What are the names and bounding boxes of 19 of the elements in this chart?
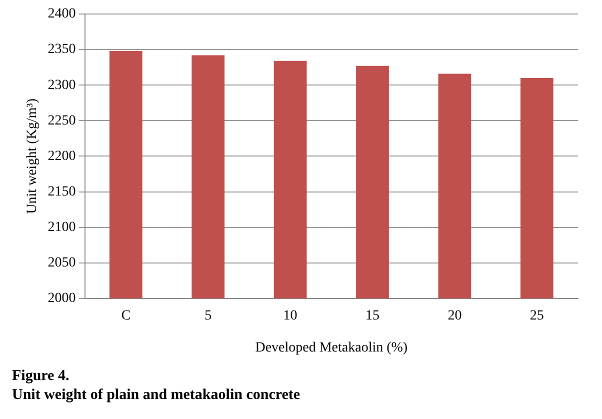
y-tick-label: 2250 [48, 113, 76, 128]
x-tick-label: C [121, 308, 131, 324]
y-tick-label: 2300 [48, 78, 76, 93]
x-axis-title: Developed Metakaolin (%) [255, 340, 408, 356]
x-tick-label: 20 [448, 308, 462, 324]
y-tick-label: 2350 [48, 42, 76, 58]
y-tick-label: 2150 [48, 184, 76, 200]
x-tick-label: 15 [366, 308, 380, 324]
y-tick-label: 2100 [48, 220, 76, 235]
y-tick-label: 2000 [48, 291, 76, 306]
y-axis-title: Unit weight (Kg/m³) [25, 98, 40, 214]
y-tick-label: 2400 [48, 6, 76, 22]
text: Unit weight of plain and metakaolin concrete [12, 386, 300, 405]
y-tick-label: 2200 [48, 148, 76, 164]
y-tick-label: 2050 [48, 256, 76, 271]
x-tick-label: 25 [530, 308, 544, 324]
x-tick-label: 5 [204, 308, 212, 324]
x-tick-label: 10 [283, 308, 298, 324]
caption: Figure 4. [12, 367, 70, 386]
